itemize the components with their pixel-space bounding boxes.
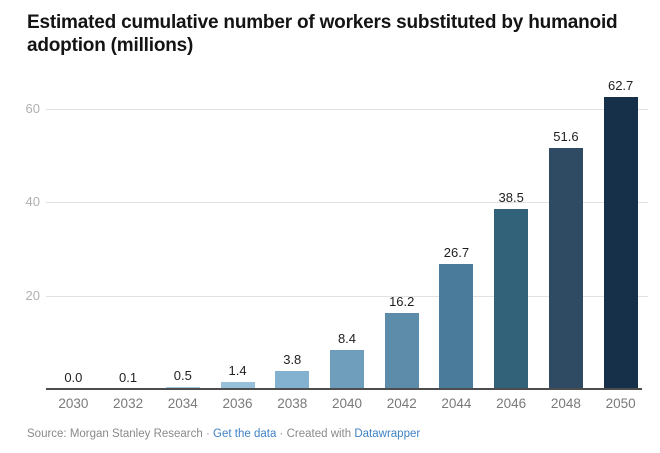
chart-title: Estimated cumulative number of workers s…	[27, 12, 618, 56]
x-axis-tick-label: 2030	[58, 396, 89, 411]
bar	[220, 382, 255, 389]
x-axis-tick-label: 2038	[277, 396, 308, 411]
gridline	[46, 109, 648, 111]
x-axis-tick-label: 2046	[496, 396, 527, 411]
x-axis-tick-label: 2036	[222, 396, 253, 411]
bar-value-label: 51.6	[553, 129, 579, 145]
bar-value-label: 26.7	[443, 245, 470, 261]
y-axis-tick-label: 60	[25, 101, 40, 117]
bar-value-label: 8.4	[337, 330, 357, 346]
footer: Source: Morgan Stanley Research · Get th…	[27, 428, 420, 440]
bar-value-label: 16.2	[389, 294, 415, 310]
x-axis-tick-label: 2044	[441, 396, 472, 411]
x-axis-tick-label: 2040	[331, 396, 362, 411]
bar	[548, 148, 583, 389]
y-axis-tick-label: 20	[25, 287, 40, 303]
bar	[275, 371, 310, 389]
footer-separator: ·	[279, 428, 284, 440]
footer-separator: ·	[206, 428, 210, 440]
bar	[165, 386, 200, 389]
get-the-data-link[interactable]: Get the data	[213, 428, 277, 440]
x-axis-tick-label: 2048	[550, 396, 581, 411]
bar-value-label: 38.5	[498, 190, 524, 206]
x-axis-tick-label: 2042	[386, 396, 417, 411]
gridline	[46, 295, 648, 297]
bar-value-label: 1.4	[228, 363, 247, 379]
source-text: Source: Morgan Stanley Research	[27, 428, 203, 440]
bar	[384, 313, 419, 389]
created-with-text: Created with	[286, 428, 352, 440]
y-axis-tick-label: 40	[25, 194, 40, 210]
x-axis-tick-label: 2050	[605, 396, 636, 411]
x-axis-tick-label: 2034	[167, 396, 198, 411]
bar	[603, 96, 638, 389]
bar-value-label: 0.1	[119, 369, 138, 385]
bar-value-label: 3.8	[283, 352, 302, 368]
bar-value-label: 0.0	[64, 370, 83, 385]
datawrapper-link[interactable]: Datawrapper	[354, 428, 421, 440]
bar	[330, 349, 364, 389]
x-axis-tick-label: 2032	[113, 396, 144, 411]
bar-value-label: 0.5	[173, 367, 192, 383]
bar	[494, 209, 529, 389]
bar	[439, 264, 474, 389]
x-axis-line	[46, 388, 642, 390]
bar-value-label: 62.7	[607, 77, 634, 93]
gridline	[46, 202, 648, 204]
